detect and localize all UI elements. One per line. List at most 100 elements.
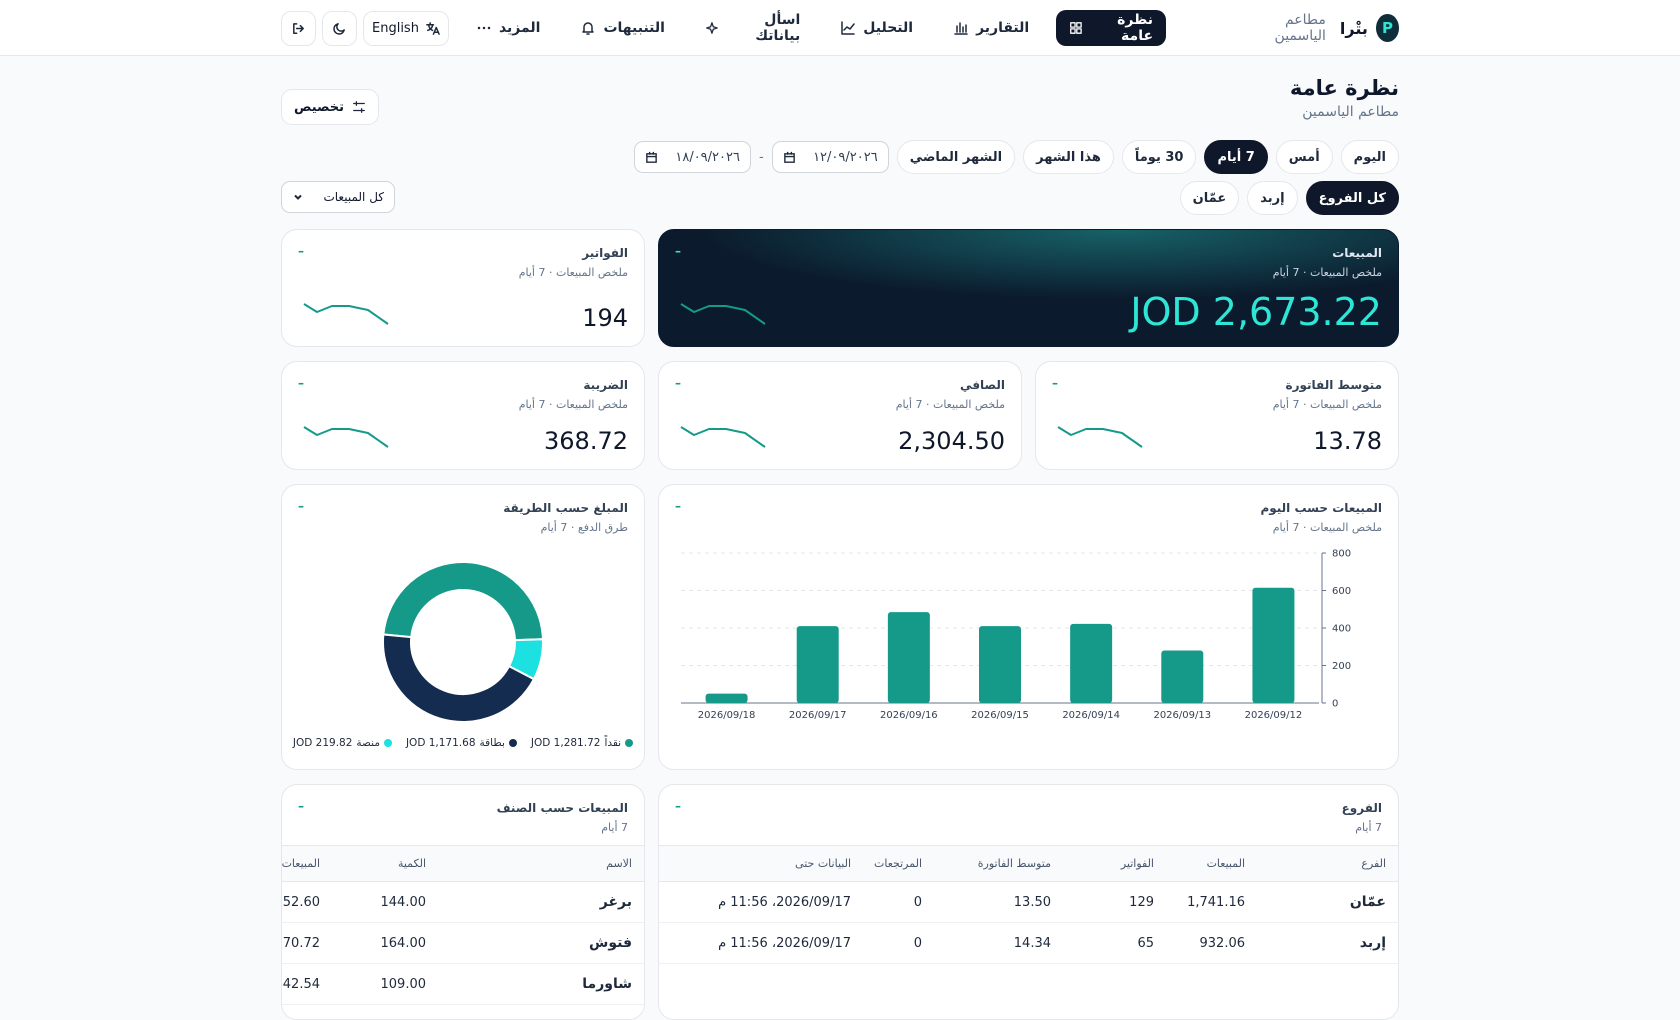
sparkline (680, 303, 766, 325)
card-delta: – (298, 376, 304, 390)
x-tick-label: 2026/09/17 (789, 710, 847, 721)
nav-item[interactable]: اسأل بياناتك (692, 10, 813, 46)
card-delta: – (298, 499, 304, 513)
main: نظرة عامة مطاعم الياسمين تخصيص اليوم أمس 7… (281, 56, 1399, 1020)
branch-filters: كل الفروع إربد عمّان (1179, 181, 1399, 215)
nav-item[interactable]: نظرة عامة (1056, 10, 1167, 46)
y-tick-label: 0 (1332, 699, 1338, 710)
bar (796, 626, 839, 703)
language-button[interactable]: English (363, 10, 449, 46)
bar (1252, 587, 1295, 703)
data-table: الفرع المبيعات الفواتير متوسط الفاتورة المرت… (659, 845, 1398, 964)
icon-path (783, 151, 795, 163)
legend-item: منصة JOD 219.82 (293, 737, 392, 749)
language-label: English (372, 20, 419, 36)
header-row: الاسم الكمية المبيعات (282, 845, 644, 882)
period-button[interactable]: 30 يوماً (1121, 140, 1197, 174)
brand-name: بتْرا (1339, 18, 1368, 38)
nav-item[interactable]: التحليل (827, 10, 926, 46)
bar (1070, 623, 1113, 703)
card-subtitle: 7 أيام (1355, 821, 1382, 834)
card-subtitle: ملخص المبيعات · 7 أيام (518, 266, 628, 279)
bar (887, 612, 930, 703)
date-input[interactable]: ١٢/٠٩/٢٠٢٦ (771, 141, 889, 173)
table-cell: 13.50 (934, 881, 1063, 923)
donut-segment (507, 638, 544, 681)
customize-button[interactable]: تخصيص (281, 89, 379, 125)
card-delta: – (675, 799, 681, 813)
kpi-value: 2,304.50 (898, 427, 1005, 455)
bar (1161, 650, 1204, 703)
page-title: نظرة عامة (1289, 76, 1399, 100)
card: المبيعات حسب اليوم ملخص المبيعات · 7 أيام… (658, 484, 1399, 770)
x-tick-label: 2026/09/13 (1153, 710, 1211, 721)
theme-button[interactable] (322, 10, 357, 46)
card-title: الفروع (1341, 801, 1382, 815)
sales-filter[interactable]: كل المبيعات (281, 181, 395, 213)
logout-button[interactable] (281, 10, 316, 46)
table-cell: 129 (1063, 881, 1166, 923)
branch-button[interactable]: عمّان (1179, 181, 1240, 215)
period-button[interactable]: اليوم (1340, 140, 1399, 174)
icon-path (582, 22, 595, 35)
nav-icon (954, 22, 968, 35)
period-filters: اليوم أمس 7 أيام 30 يوماً هذا الشهر الشهر الم… (633, 140, 1399, 174)
table-cell: 2026/09/17، 11:56 م (659, 881, 863, 923)
column-header: المرتجعات (863, 845, 934, 882)
table-cell: فتوش (438, 922, 644, 964)
card: المبيعات حسب الصنف 7 أيام – الاسم الكمية المب… (281, 784, 645, 1020)
x-tick-label: 2026/09/15 (971, 710, 1029, 721)
table-body: عمّان 1,741.16 129 13.50 0 2026/09/17، 11:56 … (659, 881, 1398, 964)
legend-name: بطاقة (479, 737, 505, 749)
top-nav: P بتْرا مطاعم الياسمين نظرة عامة التقارير… (0, 0, 1680, 56)
branch-button[interactable]: إربد (1247, 181, 1298, 215)
branch-button[interactable]: كل الفروع (1305, 181, 1399, 215)
tools: English (281, 10, 449, 46)
table-cell: 932.06 (1166, 922, 1257, 964)
table-row: عمّان 1,741.16 129 13.50 0 2026/09/17، 11:56 … (659, 881, 1398, 923)
table-cell: برغر (438, 881, 644, 923)
nav-item[interactable]: التنبيهات (567, 10, 677, 46)
nav-icon (477, 26, 491, 30)
card-subtitle: طرق الدفع · 7 أيام (540, 521, 628, 534)
table-cell: 442.54 (282, 963, 332, 1005)
table-cell: 0 (863, 922, 934, 964)
nav-icon (706, 22, 718, 34)
date-text: ١٢/٠٩/٢٠٢٦ (813, 149, 878, 165)
org-name: مطاعم الياسمين (1274, 12, 1326, 44)
column-header: المبيعات (1166, 845, 1257, 882)
kpi-value: JOD 2,673.22 (1130, 290, 1382, 334)
card-subtitle: ملخص المبيعات · 7 أيام (1272, 398, 1382, 411)
table-cell: 1,741.16 (1166, 881, 1257, 923)
legend-dot (625, 739, 634, 747)
card-title: المبيعات حسب اليوم (1260, 501, 1382, 515)
table-head: الفرع المبيعات الفواتير متوسط الفاتورة المرت… (659, 845, 1398, 882)
legend: نقداً JOD 1,281.72 بطاقة JOD 1,171.68 منصة JO… (282, 737, 644, 749)
column-header: الفرع (1257, 845, 1398, 882)
nav-item-label: المزيد (498, 20, 541, 36)
period-button[interactable]: الشهر الماضي (896, 140, 1016, 174)
legend-dot (508, 739, 517, 747)
table-cell: 65 (1063, 922, 1166, 964)
brand[interactable]: P بتْرا مطاعم الياسمين (1246, 12, 1399, 44)
icon-path (646, 151, 657, 163)
nav-icon (582, 22, 595, 35)
nav-item[interactable]: المزيد (463, 10, 554, 46)
y-tick-label: 600 (1332, 586, 1351, 597)
card: الفروع 7 أيام – الفرع المبيعات الفواتير متوسط … (658, 784, 1399, 1020)
period-button[interactable]: هذا الشهر (1023, 140, 1114, 174)
card-subtitle: ملخص المبيعات · 7 أيام (518, 398, 628, 411)
kpi-value: 368.72 (544, 427, 628, 455)
table-cell: شاورما (438, 963, 644, 1005)
y-tick-label: 400 (1332, 624, 1351, 635)
card: المبلغ حسب الطريقة طرق الدفع · 7 أيام – نقد… (281, 484, 645, 770)
nav-item[interactable]: التقارير (940, 10, 1042, 46)
kpi-value: 13.78 (1313, 427, 1382, 455)
sparkline (303, 303, 389, 325)
date-input[interactable]: ١٨/٠٩/٢٠٢٦ (633, 141, 751, 173)
period-button[interactable]: 7 أيام (1204, 140, 1268, 174)
customize-label: تخصيص (293, 99, 345, 115)
period-button[interactable]: أمس (1275, 140, 1333, 174)
donut-segment (382, 633, 536, 723)
